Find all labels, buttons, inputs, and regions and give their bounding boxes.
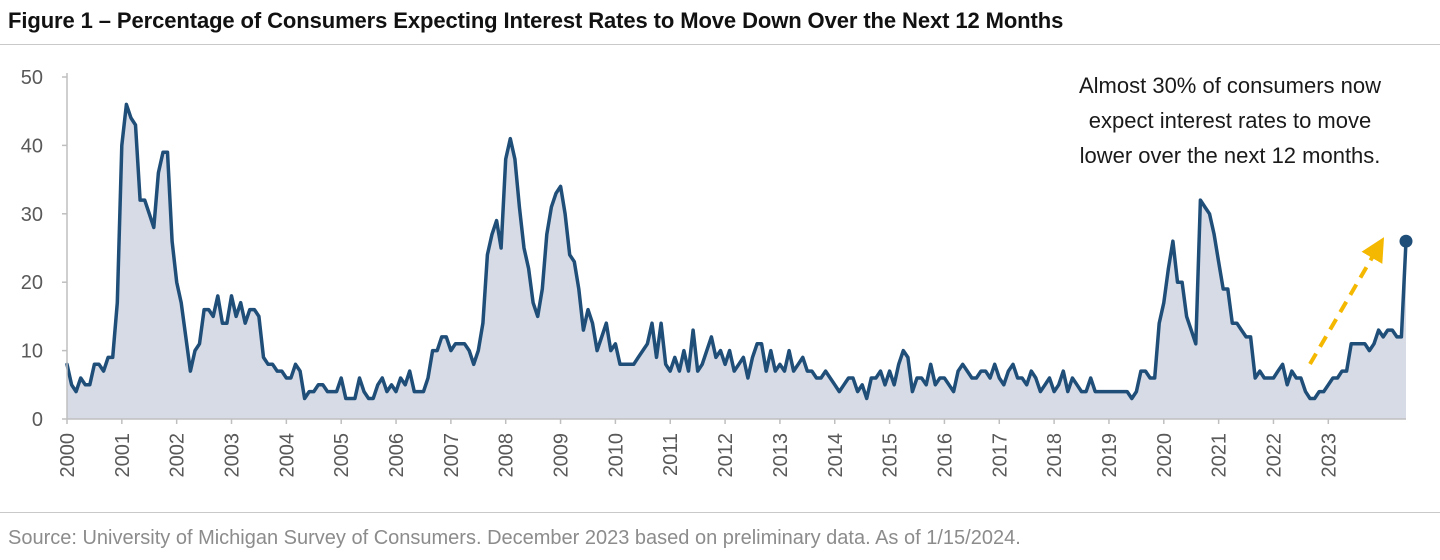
x-tick-label: 2007 bbox=[441, 433, 463, 478]
y-tick-label: 50 bbox=[21, 67, 43, 89]
x-tick-label: 2019 bbox=[1099, 433, 1121, 478]
x-tick-label: 2011 bbox=[660, 433, 682, 476]
x-tick-label: 2021 bbox=[1209, 433, 1231, 478]
x-tick-label: 2002 bbox=[167, 433, 189, 478]
x-tick-label: 2015 bbox=[880, 433, 902, 478]
x-tick-label: 2022 bbox=[1264, 433, 1286, 478]
latest-point-marker bbox=[1399, 234, 1413, 248]
y-tick-label: 0 bbox=[32, 409, 43, 431]
title-bar: Figure 1 – Percentage of Consumers Expec… bbox=[0, 0, 1440, 45]
y-tick-label: 20 bbox=[21, 272, 43, 294]
x-tick-label: 2000 bbox=[57, 433, 79, 478]
annotation: Almost 30% of consumers now expect inter… bbox=[1079, 73, 1385, 366]
y-tick-label: 30 bbox=[21, 204, 43, 226]
x-tick-label: 2023 bbox=[1318, 433, 1340, 478]
series-line bbox=[65, 102, 1408, 401]
x-tick-label: 2009 bbox=[551, 433, 573, 478]
x-tick-label: 2001 bbox=[112, 433, 134, 478]
x-tick-label: 2016 bbox=[934, 433, 956, 478]
x-tick-label: 2004 bbox=[276, 433, 298, 478]
plot-area bbox=[65, 102, 1413, 420]
source-note: Source: University of Michigan Survey of… bbox=[8, 527, 1021, 549]
x-tick-label: 2017 bbox=[989, 433, 1011, 478]
page-title: Figure 1 – Percentage of Consumers Expec… bbox=[8, 8, 1064, 33]
trend-arrow bbox=[1308, 237, 1385, 366]
annotation-line-3: lower over the next 12 months. bbox=[1080, 143, 1381, 168]
y-tick-label: 40 bbox=[21, 135, 43, 157]
x-tick-label: 2005 bbox=[331, 433, 353, 478]
x-tick-label: 2003 bbox=[222, 433, 244, 478]
axes bbox=[62, 73, 1406, 424]
x-tick-label: 2010 bbox=[605, 433, 627, 478]
x-tick-label: 2013 bbox=[770, 433, 792, 478]
x-tick-label: 2014 bbox=[825, 433, 847, 478]
tick-labels: 0 10 20 30 40 50 2000 2001 2002 2003 2004 2005 2006 2… bbox=[21, 67, 1341, 478]
x-tick-label: 2006 bbox=[386, 433, 408, 478]
line-area-chart: 0 10 20 30 40 50 2000 2001 2002 2003 2004 2005 2006 2… bbox=[21, 67, 1413, 478]
source-bar: Source: University of Michigan Survey of… bbox=[0, 512, 1440, 560]
y-tick-label: 10 bbox=[21, 341, 43, 363]
x-tick-label: 2018 bbox=[1044, 433, 1066, 478]
x-tick-label: 2008 bbox=[496, 433, 518, 478]
series-area bbox=[67, 104, 1406, 420]
x-tick-label: 2020 bbox=[1154, 433, 1176, 478]
annotation-line-1: Almost 30% of consumers now bbox=[1079, 73, 1381, 98]
x-tick-label: 2012 bbox=[715, 433, 737, 478]
annotation-line-2: expect interest rates to move bbox=[1089, 108, 1371, 133]
